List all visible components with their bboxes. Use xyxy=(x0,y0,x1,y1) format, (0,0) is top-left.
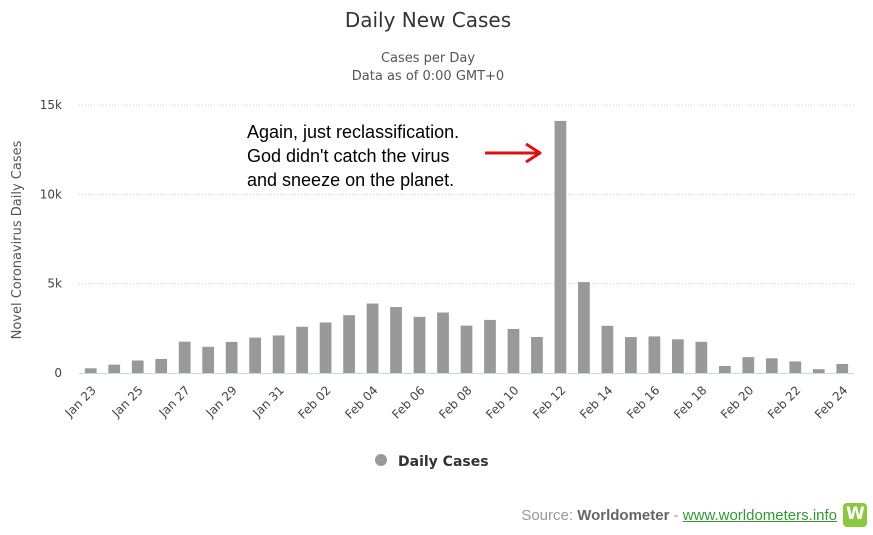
source-credit: Source: Worldometer - www.worldometers.i… xyxy=(521,507,837,524)
x-tick-label: Feb 18 xyxy=(671,383,709,421)
x-tick-label: Jan 27 xyxy=(156,383,193,420)
bar[interactable] xyxy=(413,316,426,373)
bar[interactable] xyxy=(272,335,285,373)
y-tick-label: 10k xyxy=(40,187,62,201)
x-tick-label: Feb 08 xyxy=(436,383,474,421)
bar[interactable] xyxy=(319,322,332,373)
legend-label[interactable]: Daily Cases xyxy=(398,454,489,470)
bar[interactable] xyxy=(366,303,379,373)
bar[interactable] xyxy=(625,337,637,373)
x-tick-label: Feb 12 xyxy=(530,383,568,421)
x-tick-label: Jan 29 xyxy=(203,383,240,420)
worldometer-logo-icon xyxy=(843,503,867,527)
annotation-arrow-icon xyxy=(485,142,542,164)
bar[interactable] xyxy=(225,341,238,373)
grid-lines xyxy=(79,104,854,285)
x-tick-label: Jan 23 xyxy=(62,383,99,420)
bar[interactable] xyxy=(648,336,661,373)
bar[interactable] xyxy=(108,364,121,373)
x-tick-label: Feb 10 xyxy=(483,383,521,421)
bar[interactable] xyxy=(789,361,802,373)
y-tick-label: 0 xyxy=(54,366,62,380)
bar[interactable] xyxy=(296,326,308,373)
y-axis-ticks: 0 5k 10k 15k xyxy=(40,98,62,380)
bar[interactable] xyxy=(601,325,614,373)
bar[interactable] xyxy=(155,358,168,373)
y-axis-label: Novel Coronavirus Daily Cases xyxy=(10,140,25,339)
bar[interactable] xyxy=(390,307,402,373)
bar[interactable] xyxy=(836,363,849,373)
x-tick-label: Feb 04 xyxy=(342,383,380,421)
annotation: Again, just reclassification. God didn't… xyxy=(247,122,542,190)
source-separator: - xyxy=(669,507,683,524)
annotation-line-2: God didn't catch the virus xyxy=(247,146,450,166)
bar[interactable] xyxy=(343,315,355,373)
chart-subtitle-line-2: Data as of 0:00 GMT+0 xyxy=(352,69,504,84)
x-tick-label: Feb 02 xyxy=(295,383,333,421)
x-tick-label: Feb 06 xyxy=(389,383,427,421)
bar[interactable] xyxy=(484,319,496,373)
chart-title: Daily New Cases xyxy=(345,8,511,32)
bar[interactable] xyxy=(460,325,473,373)
x-tick-label: Feb 20 xyxy=(718,383,756,421)
annotation-line-3: and sneeze on the planet. xyxy=(247,170,454,190)
source-prefix: Source: xyxy=(521,507,578,524)
bar[interactable] xyxy=(578,282,590,373)
bar[interactable] xyxy=(202,346,215,373)
x-tick-label: Jan 25 xyxy=(109,383,146,420)
bar[interactable] xyxy=(765,358,778,373)
bar[interactable] xyxy=(554,120,567,373)
bar[interactable] xyxy=(131,360,144,373)
chart-subtitle-line-1: Cases per Day xyxy=(381,51,475,66)
x-tick-label: Feb 16 xyxy=(624,383,662,421)
y-tick-label: 5k xyxy=(47,277,62,291)
bar[interactable] xyxy=(507,328,520,373)
source-name: Worldometer xyxy=(577,507,670,524)
bar-series xyxy=(84,120,849,373)
bar[interactable] xyxy=(812,369,825,373)
annotation-line-1: Again, just reclassification. xyxy=(247,122,459,142)
bar[interactable] xyxy=(249,337,262,373)
bar[interactable] xyxy=(178,341,191,373)
bar[interactable] xyxy=(531,336,543,373)
bar[interactable] xyxy=(718,366,731,373)
bar[interactable] xyxy=(437,312,449,373)
y-tick-label: 15k xyxy=(40,98,62,112)
bar[interactable] xyxy=(695,341,708,373)
bar[interactable] xyxy=(84,368,97,373)
x-tick-label: Feb 14 xyxy=(577,383,615,421)
x-tick-label: Feb 24 xyxy=(812,383,850,421)
x-tick-label: Feb 22 xyxy=(765,383,803,421)
x-tick-label: Jan 31 xyxy=(250,383,287,420)
x-axis-ticks: Jan 23 Jan 25 Jan 27 Jan 29 Jan 31 Feb 02 Feb … xyxy=(62,383,851,421)
legend[interactable]: Daily Cases xyxy=(375,454,489,470)
legend-marker xyxy=(375,454,387,466)
source-link[interactable]: www.worldometers.info xyxy=(682,507,837,524)
bar[interactable] xyxy=(671,339,684,373)
bar[interactable] xyxy=(742,357,755,373)
